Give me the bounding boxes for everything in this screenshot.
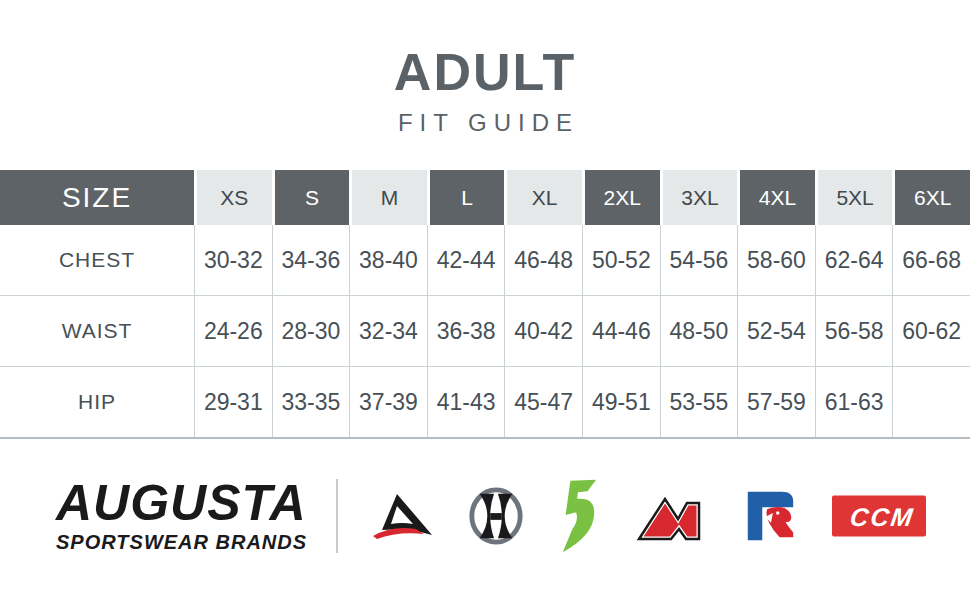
size-value-cell: 33-35: [272, 367, 350, 437]
page-title: ADULT: [0, 46, 970, 98]
size-value-cell: 46-48: [504, 225, 582, 295]
size-table-head: SIZEXSSMLXL2XL3XL4XL5XL6XL: [0, 170, 970, 225]
size-value-cell: 54-56: [660, 225, 738, 295]
size-col-4xl: 4XL: [737, 170, 815, 225]
size-col-6xl: 6XL: [892, 170, 970, 225]
size-value-cell: 36-38: [427, 296, 505, 366]
size-table-body: CHEST30-3234-3638-4042-4446-4850-5254-56…: [0, 225, 970, 439]
size-value-cell: 37-39: [349, 367, 427, 437]
size-value-cell: 56-58: [815, 296, 893, 366]
size-table: SIZEXSSMLXL2XL3XL4XL5XL6XL CHEST30-3234-…: [0, 170, 970, 439]
size-value-cell: 62-64: [815, 225, 893, 295]
size-col-l: L: [427, 170, 505, 225]
fit-guide-page: ADULT FIT GUIDE SIZEXSSMLXL2XL3XL4XL5XL6…: [0, 0, 970, 600]
size-value-cell: 48-50: [660, 296, 738, 366]
size-value-cell: 42-44: [427, 225, 505, 295]
size-value-cell: 29-31: [194, 367, 272, 437]
size-value-cell: 57-59: [737, 367, 815, 437]
holloway-mark-icon: [467, 487, 525, 545]
high-five-mark-icon: [558, 478, 598, 554]
size-col-s: S: [272, 170, 350, 225]
size-value-cell: 32-34: [349, 296, 427, 366]
measurement-row-hip: HIP29-3133-3537-3941-4345-4749-5153-5557…: [0, 367, 970, 439]
size-value-cell: 49-51: [582, 367, 660, 437]
size-value-cell: 45-47: [504, 367, 582, 437]
augusta-wordmark: AUGUSTA SPORTSWEAR BRANDS: [56, 478, 312, 554]
page-header: ADULT FIT GUIDE: [0, 46, 970, 137]
size-corner-cell: SIZE: [0, 170, 194, 225]
russell-athletic-mark-icon: [741, 487, 799, 545]
size-value-cell: 30-32: [194, 225, 272, 295]
size-col-m: M: [349, 170, 427, 225]
size-value-cell: 60-62: [892, 296, 970, 366]
row-label: HIP: [0, 367, 194, 437]
size-value-cell: 40-42: [504, 296, 582, 366]
size-value-cell: 52-54: [737, 296, 815, 366]
size-col-3xl: 3XL: [660, 170, 738, 225]
size-value-cell: 58-60: [737, 225, 815, 295]
svg-text:CCM: CCM: [848, 503, 916, 531]
size-value-cell: 50-52: [582, 225, 660, 295]
size-value-cell: [892, 367, 970, 437]
size-value-cell: 61-63: [815, 367, 893, 437]
size-value-cell: 38-40: [349, 225, 427, 295]
brand-tagline: SPORTSWEAR BRANDS: [56, 531, 312, 554]
size-value-cell: 66-68: [892, 225, 970, 295]
size-value-cell: 41-43: [427, 367, 505, 437]
measurement-row-chest: CHEST30-3234-3638-4042-4446-4850-5254-56…: [0, 225, 970, 296]
size-col-5xl: 5XL: [815, 170, 893, 225]
size-value-cell: 24-26: [194, 296, 272, 366]
size-col-xl: XL: [504, 170, 582, 225]
size-col-xs: XS: [194, 170, 272, 225]
ccm-mark-icon: CCM: [832, 495, 926, 537]
brand-footer: AUGUSTA SPORTSWEAR BRANDS: [0, 460, 970, 572]
size-value-cell: 53-55: [660, 367, 738, 437]
pacific-headwear-mark-icon: [630, 490, 708, 542]
size-value-cell: 44-46: [582, 296, 660, 366]
row-label: WAIST: [0, 296, 194, 366]
size-col-2xl: 2XL: [582, 170, 660, 225]
page-subtitle: FIT GUIDE: [7, 109, 970, 137]
size-value-cell: 28-30: [272, 296, 350, 366]
measurement-row-waist: WAIST24-2628-3032-3436-3840-4244-4648-50…: [0, 296, 970, 367]
brand-logo-row: CCM: [338, 478, 970, 554]
augusta-mark-icon: [372, 493, 434, 539]
size-value-cell: 34-36: [272, 225, 350, 295]
brand-name: AUGUSTA: [56, 478, 312, 528]
row-label: CHEST: [0, 225, 194, 295]
